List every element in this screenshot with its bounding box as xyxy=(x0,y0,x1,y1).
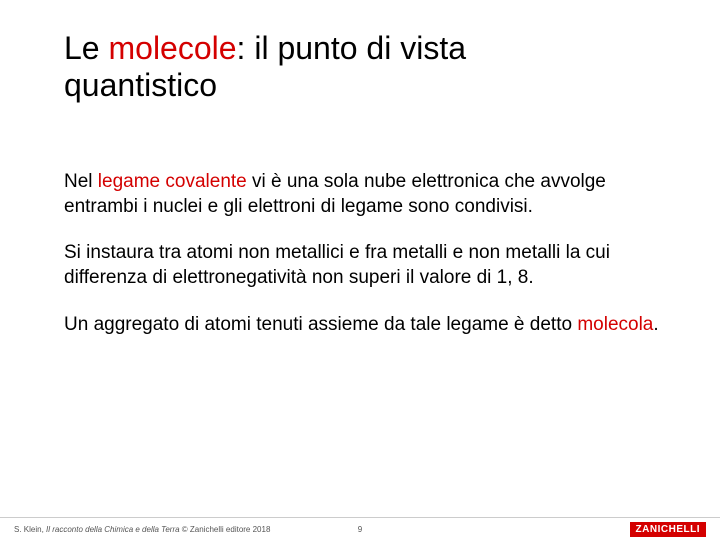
publisher-logo: ZANICHELLI xyxy=(630,521,706,537)
slide-title: Le molecole: il punto di vista quantisti… xyxy=(64,30,644,104)
title-part-1: Le xyxy=(64,30,108,66)
page-number: 9 xyxy=(358,525,362,534)
p3-text-a: Un aggregato di atomi tenuti assieme da … xyxy=(64,314,577,335)
slide: Le molecole: il punto di vista quantisti… xyxy=(0,0,720,540)
slide-body: Nel legame covalente vi è una sola nube … xyxy=(64,170,664,359)
title-line-2: quantistico xyxy=(64,67,217,103)
footer-book-title: Il racconto della Chimica e della Terra xyxy=(46,525,180,534)
footer-citation: S. Klein, Il racconto della Chimica e de… xyxy=(14,525,270,534)
p3-text-b: . xyxy=(653,314,658,335)
title-highlight: molecole xyxy=(108,30,236,66)
footer-author: S. Klein, xyxy=(14,525,46,534)
footer: S. Klein, Il racconto della Chimica e de… xyxy=(0,518,720,540)
title-part-2: : il punto di vista xyxy=(237,30,466,66)
p3-highlight: molecola xyxy=(577,314,653,335)
p1-text-a: Nel xyxy=(64,171,98,192)
paragraph-3: Un aggregato di atomi tenuti assieme da … xyxy=(64,313,664,338)
p1-highlight: legame covalente xyxy=(98,171,247,192)
footer-copyright: © Zanichelli editore 2018 xyxy=(180,525,271,534)
paragraph-2: Si instaura tra atomi non metallici e fr… xyxy=(64,241,664,290)
publisher-name: ZANICHELLI xyxy=(630,522,706,537)
paragraph-1: Nel legame covalente vi è una sola nube … xyxy=(64,170,664,219)
